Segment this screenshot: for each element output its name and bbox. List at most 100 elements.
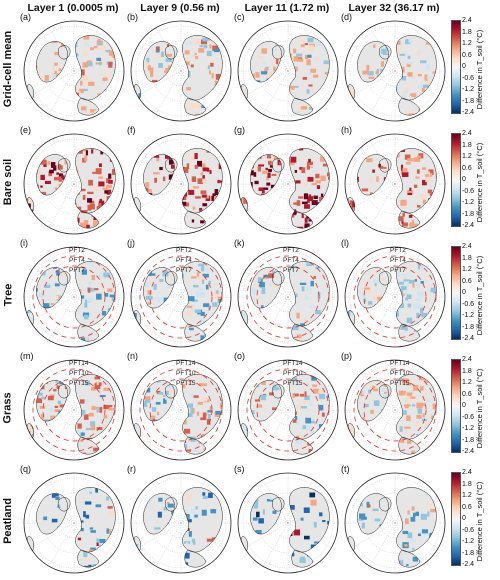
data-cell (209, 118, 212, 123)
data-cell (310, 305, 316, 308)
data-cell (48, 569, 52, 572)
data-cell (303, 319, 307, 324)
data-cell (348, 376, 351, 380)
africa-coastline (398, 97, 421, 116)
data-cell (382, 277, 385, 282)
data-cell (78, 439, 84, 442)
panel-label: (i) (20, 238, 28, 248)
data-cell (333, 377, 339, 381)
data-cell (147, 302, 151, 305)
data-cell (53, 70, 57, 77)
data-cell (202, 203, 208, 207)
data-cell (410, 538, 416, 543)
data-cell (171, 165, 175, 169)
data-cell (149, 67, 154, 73)
data-cell (223, 483, 229, 487)
data-cell (368, 301, 373, 305)
colorbar-label-text: Difference in T_soil (°C) (475, 255, 485, 335)
data-cell (90, 47, 94, 51)
data-cell (159, 279, 164, 283)
data-cell (416, 402, 423, 409)
data-cell (380, 61, 385, 67)
colorbar-tick: -0.6 (462, 413, 475, 421)
data-cell (93, 185, 99, 191)
data-cell (120, 257, 123, 260)
data-cell (321, 412, 325, 417)
data-cell (34, 219, 39, 226)
data-cell (199, 382, 202, 387)
data-cell (111, 295, 116, 302)
eurasia-land (289, 487, 330, 553)
data-cell (93, 110, 97, 113)
pft-label: PFT4 (390, 257, 406, 264)
data-cell (407, 55, 411, 59)
data-cell (373, 44, 376, 48)
data-cell (275, 173, 278, 177)
data-cell (374, 282, 377, 287)
data-cell (84, 565, 91, 568)
polar-map (23, 359, 125, 461)
data-cell (407, 510, 410, 515)
data-cell (211, 73, 214, 79)
data-cell (183, 428, 191, 434)
data-cell (364, 456, 367, 461)
data-cell (421, 458, 427, 461)
data-cell (134, 156, 135, 161)
data-cell (289, 160, 295, 166)
data-cell (200, 220, 205, 224)
pft-label: PFT14 (283, 360, 303, 367)
data-cell (93, 406, 98, 410)
greenland-coastline (271, 271, 285, 286)
data-cell (193, 284, 199, 288)
africa-coastline (77, 97, 100, 116)
greenland-coastline (271, 384, 285, 399)
data-cell (255, 529, 262, 535)
data-cell (431, 104, 436, 110)
data-cell (228, 454, 232, 460)
meridian-line (154, 522, 182, 569)
map-boundary (237, 20, 339, 122)
data-cell (318, 342, 324, 347)
data-cell (148, 341, 152, 342)
data-cell (304, 118, 309, 124)
pft-label: PFT2 (390, 247, 406, 254)
map-panel: (b) (126, 12, 236, 124)
data-cell (261, 288, 266, 294)
data-cell (217, 453, 223, 455)
data-cell (422, 199, 426, 205)
data-cell (269, 165, 273, 168)
data-cell (60, 271, 66, 276)
data-cell (417, 263, 421, 270)
colorbar-tick: -1.8 (462, 97, 475, 105)
colorbar-tick: -1.2 (462, 312, 475, 319)
data-cell (262, 170, 268, 175)
data-cell (57, 400, 62, 405)
data-cell (318, 454, 324, 455)
data-cell (261, 48, 268, 54)
data-cell (382, 49, 389, 56)
data-cell (192, 541, 196, 545)
data-cell (362, 116, 366, 121)
data-cell (197, 160, 202, 167)
data-cell (273, 66, 276, 72)
data-cell (106, 184, 112, 189)
data-cell (61, 175, 65, 180)
namerica-coastline (250, 493, 282, 535)
latitude-line (349, 364, 441, 456)
data-cell (103, 111, 107, 116)
meridian-line (242, 70, 289, 98)
data-cell (168, 395, 174, 400)
data-cell (257, 55, 263, 59)
data-cell (196, 442, 199, 446)
data-cell (85, 224, 90, 229)
data-cell (243, 374, 248, 379)
data-cell (87, 261, 94, 263)
data-cell (190, 64, 194, 68)
data-cell (363, 287, 370, 290)
pft-boundary (353, 255, 437, 339)
data-cell (411, 152, 415, 156)
data-cell (54, 51, 59, 56)
data-cell (84, 155, 88, 162)
africa-coastline (398, 549, 421, 568)
meridian-line (242, 183, 289, 211)
